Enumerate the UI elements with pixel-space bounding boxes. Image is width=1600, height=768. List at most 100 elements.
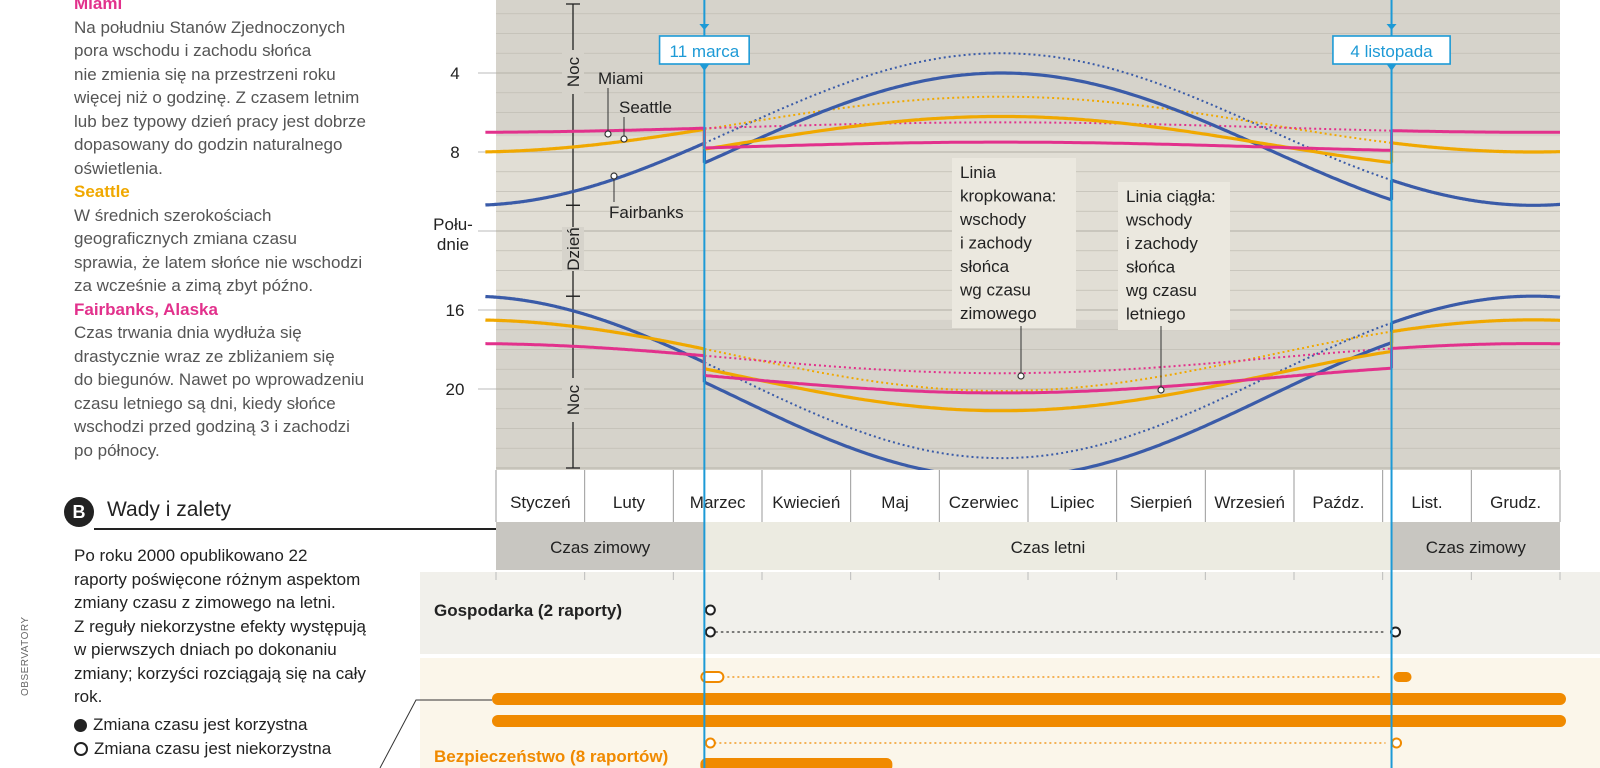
safety-pill bbox=[1393, 672, 1412, 682]
sunset-dotted-seattle bbox=[704, 330, 1392, 392]
leader-line bbox=[379, 699, 492, 768]
annotation-dotted-line: i zachody bbox=[960, 234, 1032, 253]
dst-marker bbox=[699, 24, 710, 30]
bracket-label-bg bbox=[562, 227, 584, 271]
sunrise-line-fairbanks bbox=[1390, 178, 1561, 207]
period-band-label: Czas zimowy bbox=[550, 538, 651, 557]
annotation-solid-line: Linia ciągła: bbox=[1126, 187, 1216, 206]
section-b-text: Po roku 2000 opublikowano 22 raporty pośw… bbox=[74, 544, 404, 709]
period-band bbox=[1391, 522, 1560, 570]
city-text-line: Czas trwania dnia wydłuża się bbox=[74, 323, 302, 342]
annotation-solid-line: wg czasu bbox=[1125, 281, 1197, 300]
city-text-line: drastycznie wraz ze zbliżaniem się bbox=[74, 346, 335, 366]
bracket-label-bg bbox=[562, 50, 584, 94]
month-label: Marzec bbox=[690, 493, 746, 512]
city-text-line: czasu letniego są dni, kiedy słońce bbox=[74, 393, 336, 413]
dst-date-box bbox=[658, 35, 750, 65]
city-heading-0: Miami bbox=[74, 0, 123, 13]
section-b-title: Wady i zalety bbox=[107, 498, 232, 521]
month-label: List. bbox=[1411, 493, 1442, 512]
section-b-text-line: raporty poświęcone różnym aspektom bbox=[74, 569, 361, 589]
legend-beneficial-label: Zmiana czasu jest korzystna bbox=[93, 715, 308, 734]
month-label: Paźdz. bbox=[1312, 493, 1364, 512]
annotation-solid-line: letniego bbox=[1126, 305, 1186, 324]
section-b-text-line: Z reguły niekorzystne efekty występują bbox=[74, 616, 366, 636]
annotation-dotted-line: słońca bbox=[960, 257, 1010, 276]
label-pointer-dot bbox=[604, 130, 612, 138]
annotation-dotted-line: Linia bbox=[960, 163, 996, 182]
sunset-line-fairbanks bbox=[484, 294, 706, 364]
credit-text: OBSERVATORY bbox=[20, 616, 31, 696]
city-text-line: lub bez typowy dzień pracy jest dobrze bbox=[74, 111, 366, 131]
section-b-badge: B bbox=[64, 497, 94, 527]
dst-marker bbox=[1386, 64, 1397, 71]
annotation-solid-line: słońca bbox=[1126, 258, 1176, 277]
annotation-bg-dotted bbox=[952, 158, 1076, 328]
city-text-line: za wcześnie a zimą zbyt późno. bbox=[74, 276, 314, 295]
section-b-divider bbox=[94, 528, 494, 530]
sunrise-line-seattle bbox=[484, 127, 705, 154]
label-pointer-dot bbox=[610, 172, 618, 180]
bracket-label-bg bbox=[562, 378, 584, 422]
month-label: Sierpień bbox=[1130, 493, 1192, 512]
annotation-dotted-line: kropkowana: bbox=[960, 187, 1056, 206]
annotation-pointer-dot bbox=[1157, 386, 1165, 394]
economy-open-circle bbox=[704, 626, 716, 638]
sunrise-line-miami bbox=[704, 140, 1392, 152]
benefit-legend: Zmiana czasu jest korzystna Zmiana czasu… bbox=[74, 713, 331, 761]
month-label: Czerwiec bbox=[949, 493, 1019, 512]
annotation-solid-line: i zachody bbox=[1126, 234, 1198, 253]
sunset-line-miami bbox=[484, 342, 705, 358]
bracket-label: Dzień bbox=[564, 227, 583, 270]
dst-marker bbox=[1386, 24, 1397, 30]
dst-marker bbox=[699, 64, 710, 71]
y-tick-label: dnie bbox=[437, 235, 469, 254]
city-text-line: W średnich szerokościach bbox=[74, 205, 272, 225]
annotation-dotted-line: wschody bbox=[959, 210, 1027, 229]
city-text-line: więcej niż o godzinę. Z czasem letnim bbox=[74, 88, 360, 107]
month-label: Maj bbox=[881, 493, 908, 512]
city-descriptions: Miami Na południu Stanów Zjednoczonych por… bbox=[74, 0, 404, 462]
report-label-safety: Bezpieczeństwo (8 raportów) bbox=[434, 747, 668, 766]
filled-circle-icon bbox=[74, 718, 87, 732]
month-label: Styczeń bbox=[510, 493, 570, 512]
section-b-text-line: rok. bbox=[74, 687, 103, 706]
month-label: Kwiecień bbox=[772, 493, 840, 512]
city-text-line: geograficznych zmiana czasu bbox=[74, 229, 298, 248]
bracket-label: Noc bbox=[564, 384, 583, 415]
month-label: Wrzesień bbox=[1214, 493, 1285, 512]
city-text-line: oświetlenia. bbox=[74, 158, 163, 178]
month-label: Lipiec bbox=[1050, 493, 1095, 512]
sunset-line-miami bbox=[704, 366, 1392, 395]
annotation-pointer-dot bbox=[1017, 372, 1025, 380]
sunrise-dotted-seattle bbox=[704, 95, 1392, 144]
dst-date-label: 11 marca bbox=[670, 42, 740, 61]
month-label: Luty bbox=[613, 493, 646, 512]
section-b-text-line: w pierwszych dniach po dokonaniu bbox=[74, 640, 337, 659]
period-band bbox=[704, 522, 1392, 570]
y-tick-label: Połu- bbox=[433, 215, 473, 234]
y-tick-label: 8 bbox=[450, 143, 459, 162]
safety-open-circle bbox=[704, 737, 716, 749]
y-tick-label: 4 bbox=[450, 64, 459, 83]
sunset-line-seattle bbox=[484, 318, 705, 351]
sunrise-line-fairbanks bbox=[703, 71, 1392, 202]
sunset-line-seattle bbox=[1390, 318, 1561, 334]
bracket-label: Noc bbox=[564, 56, 583, 87]
period-band-label: Czas zimowy bbox=[1426, 538, 1527, 557]
city-text-line: dopasowany do godzin naturalnego bbox=[74, 135, 343, 154]
safety-open-circle bbox=[1391, 737, 1403, 749]
report-row-bg bbox=[420, 572, 1600, 654]
sunset-line-seattle bbox=[704, 349, 1392, 413]
dst-date-label: 4 listopada bbox=[1350, 42, 1433, 61]
safety-bar bbox=[492, 715, 1566, 727]
city-heading-2: Fairbanks, Alaska bbox=[74, 299, 218, 319]
section-b-text-line: Po roku 2000 opublikowano 22 bbox=[74, 546, 308, 565]
sunrise-line-fairbanks bbox=[484, 141, 705, 207]
legend-harmful-label: Zmiana czasu jest niekorzystna bbox=[94, 739, 332, 758]
section-b-text-line: zmiany; korzyści rozciągają się na cały bbox=[74, 663, 366, 683]
report-label-economy: Gospodarka (2 raporty) bbox=[434, 601, 622, 620]
city-text-line: Na południu Stanów Zjednoczonych bbox=[74, 17, 346, 37]
month-label: Grudz. bbox=[1490, 493, 1541, 512]
